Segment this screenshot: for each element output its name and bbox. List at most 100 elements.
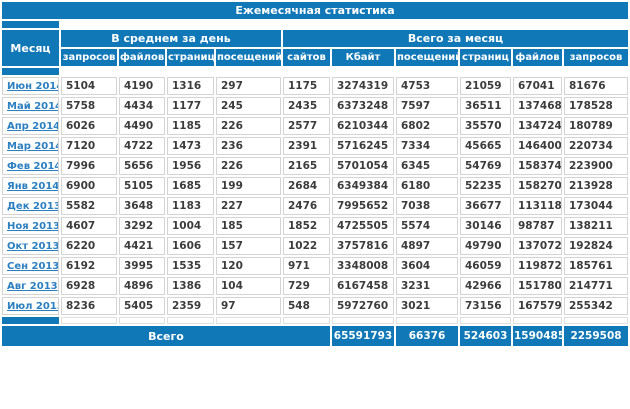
table-cell: 6373248 <box>332 97 394 115</box>
month-link[interactable]: Апр 2014 <box>7 121 59 132</box>
spacer-row-top <box>2 21 629 28</box>
table-row: Мар 2014 7120 4722 1473 236 2391 5716245… <box>2 137 629 155</box>
table-cell: 5104 <box>61 77 117 95</box>
table-cell: 157 <box>216 237 281 255</box>
table-row: Сен 2013 6192 3995 1535 120 971 3348008 … <box>2 257 629 275</box>
table-cell: 1685 <box>167 177 214 195</box>
table-cell: 255342 <box>564 297 629 315</box>
table-cell: 1852 <box>283 217 330 235</box>
table-cell: 54769 <box>460 157 511 175</box>
table-cell: 1185 <box>167 117 214 135</box>
table-cell: 1175 <box>283 77 330 95</box>
column-header-total-requests: запросов <box>564 49 629 66</box>
total-pages: 524603 <box>460 326 511 346</box>
table-row: Окт 2013 6220 4421 1606 157 1022 3757816… <box>2 237 629 255</box>
table-cell: 4421 <box>119 237 165 255</box>
month-cell: Сен 2013 <box>2 257 59 275</box>
table-cell: 6026 <box>61 117 117 135</box>
table-cell: 4896 <box>119 277 165 295</box>
month-link[interactable]: Июл 2013 <box>7 301 59 312</box>
table-cell: 2435 <box>283 97 330 115</box>
table-cell: 2476 <box>283 197 330 215</box>
spacer-cell <box>2 317 59 324</box>
table-cell: 49790 <box>460 237 511 255</box>
table-cell: 46059 <box>460 257 511 275</box>
table-cell: 4490 <box>119 117 165 135</box>
month-link[interactable]: Мар 2014 <box>7 141 59 152</box>
table-cell: 178528 <box>564 97 629 115</box>
table-cell: 2684 <box>283 177 330 195</box>
table-cell: 227 <box>216 197 281 215</box>
spacer-cell <box>216 317 281 324</box>
table-cell: 7996 <box>61 157 117 175</box>
table-row: Янв 2014 6900 5105 1685 199 2684 6349384… <box>2 177 629 195</box>
table-cell: 3757816 <box>332 237 394 255</box>
table-cell: 2577 <box>283 117 330 135</box>
table-cell: 548 <box>283 297 330 315</box>
month-link[interactable]: Окт 2013 <box>7 241 59 252</box>
table-cell: 45665 <box>460 137 511 155</box>
month-cell: Дек 2013 <box>2 197 59 215</box>
table-cell: 7334 <box>396 137 458 155</box>
spacer-cell <box>283 317 330 324</box>
month-link[interactable]: Май 2014 <box>7 101 59 112</box>
page-title: Ежемесячная статистика <box>2 2 629 19</box>
month-link[interactable]: Сен 2013 <box>7 261 59 272</box>
month-link[interactable]: Июн 2014 <box>7 81 59 92</box>
table-cell: 4753 <box>396 77 458 95</box>
spacer-cell <box>460 317 511 324</box>
spacer-cell <box>167 317 214 324</box>
table-row: Апр 2014 6026 4490 1185 226 2577 6210344… <box>2 117 629 135</box>
month-link[interactable]: Фев 2014 <box>7 161 59 172</box>
table-cell: 5716245 <box>332 137 394 155</box>
table-cell: 4897 <box>396 237 458 255</box>
table-cell: 6192 <box>61 257 117 275</box>
table-cell: 4434 <box>119 97 165 115</box>
table-row: Май 2014 5758 4434 1177 245 2435 6373248… <box>2 97 629 115</box>
table-cell: 7120 <box>61 137 117 155</box>
table-row: Авг 2013 6928 4896 1386 104 729 6167458 … <box>2 277 629 295</box>
table-row: Июн 2014 5104 4190 1316 297 1175 3274319… <box>2 77 629 95</box>
table-cell: 1183 <box>167 197 214 215</box>
table-cell: 7038 <box>396 197 458 215</box>
month-link[interactable]: Авг 2013 <box>7 281 58 292</box>
table-cell: 173044 <box>564 197 629 215</box>
table-cell: 120 <box>216 257 281 275</box>
table-row: Дек 2013 5582 3648 1183 227 2476 7995652… <box>2 197 629 215</box>
month-cell: Мар 2014 <box>2 137 59 155</box>
table-cell: 185761 <box>564 257 629 275</box>
column-header-total-files: файлов <box>513 49 562 66</box>
table-cell: 2165 <box>283 157 330 175</box>
table-cell: 67041 <box>513 77 562 95</box>
month-link[interactable]: Янв 2014 <box>7 181 59 192</box>
total-visits: 66376 <box>396 326 458 346</box>
table-cell: 180789 <box>564 117 629 135</box>
table-cell: 4190 <box>119 77 165 95</box>
table-cell: 6349384 <box>332 177 394 195</box>
table-cell: 3995 <box>119 257 165 275</box>
table-cell: 36677 <box>460 197 511 215</box>
column-header-avg-requests: запросов <box>61 49 117 66</box>
group-header-daily-average: В среднем за день <box>61 30 281 47</box>
month-link[interactable]: Ноя 2013 <box>7 221 59 232</box>
table-cell: 4725505 <box>332 217 394 235</box>
table-cell: 81676 <box>564 77 629 95</box>
month-cell: Июл 2013 <box>2 297 59 315</box>
table-cell: 146400 <box>513 137 562 155</box>
table-cell: 35570 <box>460 117 511 135</box>
group-header-monthly-total: Всего за месяц <box>283 30 629 47</box>
table-cell: 5656 <box>119 157 165 175</box>
spacer-row-bottom <box>2 317 629 324</box>
table-cell: 52235 <box>460 177 511 195</box>
table-cell: 220734 <box>564 137 629 155</box>
table-cell: 3348008 <box>332 257 394 275</box>
month-link[interactable]: Дек 2013 <box>7 201 59 212</box>
spacer-row-mid <box>2 68 629 75</box>
spacer-cell <box>61 68 629 75</box>
group-header-row: Месяц В среднем за день Всего за месяц <box>2 30 629 66</box>
table-cell: 6900 <box>61 177 117 195</box>
month-cell: Апр 2014 <box>2 117 59 135</box>
table-cell: 134724 <box>513 117 562 135</box>
table-cell: 113118 <box>513 197 562 215</box>
table-cell: 98787 <box>513 217 562 235</box>
